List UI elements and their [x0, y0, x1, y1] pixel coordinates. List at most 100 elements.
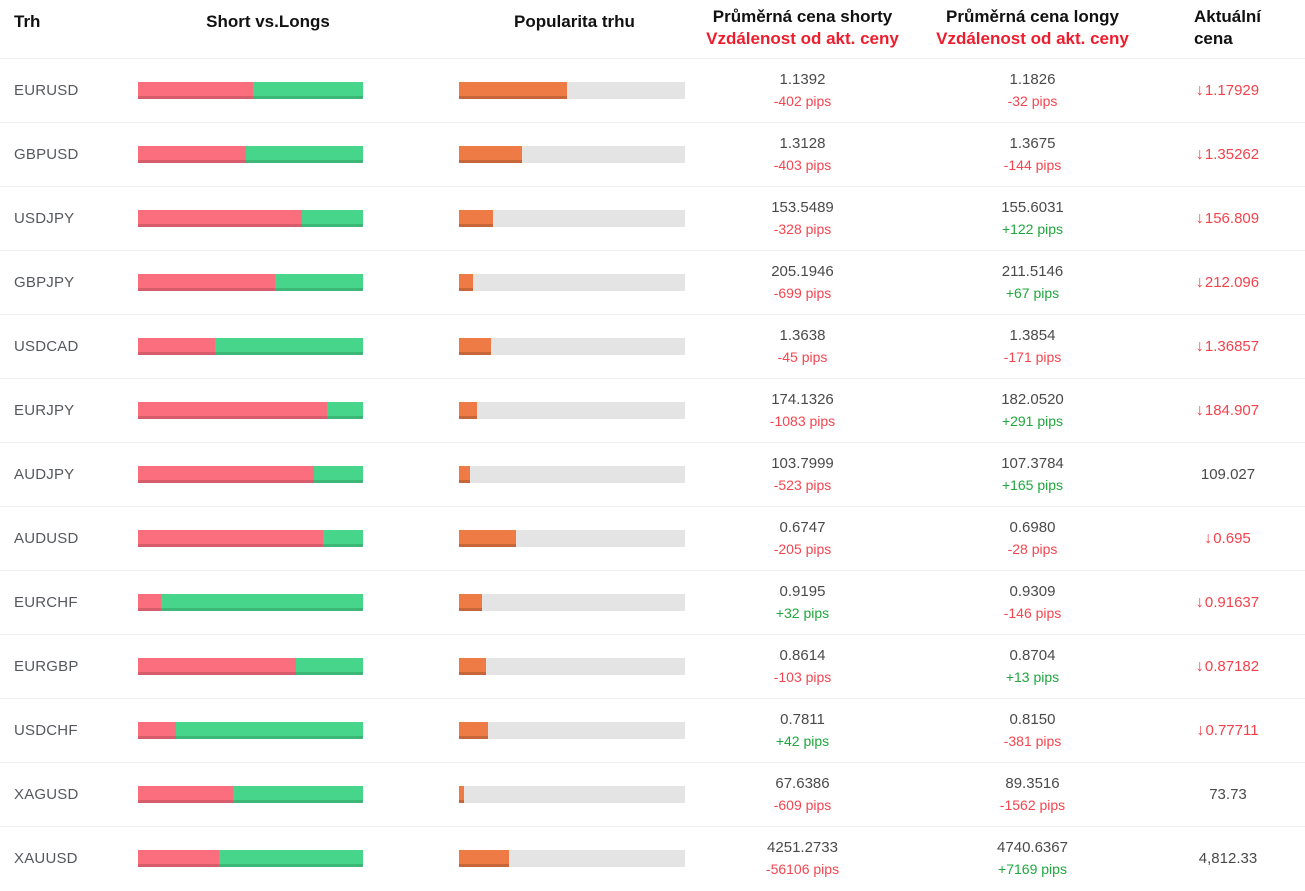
avg-short-price: 0.7811: [780, 711, 825, 728]
current-price-value: 1.35262: [1204, 145, 1260, 163]
long-distance-pips: -32 pips: [1007, 93, 1058, 109]
current-price-value: 0.91637: [1204, 593, 1260, 611]
short-vs-long-bar: [138, 402, 363, 419]
current-price-value: 212.096: [1204, 273, 1260, 291]
popularity-bar: [459, 466, 685, 483]
table-row[interactable]: USDCAD 1.3638 -45 pips 1.3854 -171 pips …: [0, 314, 1305, 378]
short-distance-pips: -103 pips: [773, 669, 832, 685]
table-row[interactable]: EURGBP 0.8614 -103 pips 0.8704 +13 pips …: [0, 634, 1305, 698]
market-symbol: EURGBP: [14, 657, 79, 675]
current-price-value: 184.907: [1204, 401, 1260, 419]
current-price-value: 156.809: [1204, 209, 1260, 227]
down-arrow-icon: ↓: [1195, 273, 1204, 291]
current-price-value: 1.17929: [1204, 81, 1260, 99]
down-arrow-icon: ↓: [1195, 209, 1204, 227]
current-price-value: 4,812.33: [1198, 849, 1258, 867]
current-price: 4,812.33: [1198, 850, 1257, 867]
short-distance-pips: -45 pips: [777, 349, 828, 365]
header-avg-short-subtitle: Vzdálenost od akt. ceny: [706, 29, 899, 48]
short-bar-segment: [138, 722, 177, 739]
long-distance-pips: -146 pips: [1003, 605, 1062, 621]
short-bar-segment: [138, 530, 323, 547]
popularity-bar: [459, 594, 685, 611]
short-distance-pips: -609 pips: [773, 797, 832, 813]
short-bar-segment: [138, 786, 233, 803]
market-symbol: EURCHF: [14, 593, 78, 611]
short-distance-pips: -56106 pips: [765, 861, 840, 877]
short-distance-pips: -205 pips: [773, 541, 832, 557]
short-distance-pips: -699 pips: [773, 285, 832, 301]
market-symbol: AUDJPY: [14, 465, 75, 483]
table-row[interactable]: GBPJPY 205.1946 -699 pips 211.5146 +67 p…: [0, 250, 1305, 314]
short-distance-pips: -523 pips: [773, 477, 832, 493]
table-row[interactable]: AUDUSD 0.6747 -205 pips 0.6980 -28 pips …: [0, 506, 1305, 570]
header-current-price: Aktuální cena: [1150, 0, 1305, 50]
table-row[interactable]: XAUUSD 4251.2733 -56106 pips 4740.6367 +…: [0, 826, 1305, 890]
popularity-bar: [459, 850, 685, 867]
market-symbol: XAUUSD: [14, 849, 78, 867]
long-bar-segment: [322, 530, 363, 547]
avg-long-price: 1.3854: [1009, 327, 1056, 344]
long-bar-segment: [176, 722, 363, 739]
short-bar-segment: [138, 402, 327, 419]
table-row[interactable]: AUDJPY 103.7999 -523 pips 107.3784 +165 …: [0, 442, 1305, 506]
market-symbol: GBPJPY: [14, 273, 75, 291]
popularity-bar: [459, 786, 685, 803]
long-distance-pips: -171 pips: [1003, 349, 1062, 365]
popularity-bar: [459, 402, 685, 419]
current-price-value: 73.73: [1209, 785, 1247, 803]
current-price: ↓0.695: [1204, 530, 1251, 547]
market-symbol: EURJPY: [14, 401, 75, 419]
long-bar-segment: [214, 338, 363, 355]
short-vs-long-bar: [138, 530, 363, 547]
table-row[interactable]: EURJPY 174.1326 -1083 pips 182.0520 +291…: [0, 378, 1305, 442]
short-distance-pips: -403 pips: [773, 157, 832, 173]
avg-short-price: 153.5489: [771, 199, 834, 216]
header-popularity: Popularita trhu: [514, 12, 635, 31]
long-distance-pips: +67 pips: [1005, 285, 1060, 301]
short-bar-segment: [138, 274, 276, 291]
popularity-bar: [459, 658, 685, 675]
current-price: 73.73: [1208, 786, 1247, 803]
market-symbol: XAGUSD: [14, 785, 79, 803]
short-bar-segment: [138, 850, 219, 867]
long-bar-segment: [246, 146, 363, 163]
short-bar-segment: [138, 82, 253, 99]
table-row[interactable]: EURCHF 0.9195 +32 pips 0.9309 -146 pips …: [0, 570, 1305, 634]
avg-long-price: 89.3516: [1005, 775, 1060, 792]
header-avg-long-title: Průměrná cena longy: [946, 7, 1119, 26]
short-distance-pips: +42 pips: [775, 733, 830, 749]
popularity-bar: [459, 82, 685, 99]
header-current-line2: cena: [1193, 29, 1233, 48]
long-distance-pips: -381 pips: [1003, 733, 1062, 749]
header-avg-short-title: Průměrná cena shorty: [712, 7, 893, 26]
long-distance-pips: +165 pips: [1001, 477, 1064, 493]
table-row[interactable]: XAGUSD 67.6386 -609 pips 89.3516 -1562 p…: [0, 762, 1305, 826]
down-arrow-icon: ↓: [1204, 529, 1213, 547]
current-price: 109.027: [1200, 466, 1255, 483]
down-arrow-icon: ↓: [1195, 401, 1204, 419]
short-distance-pips: -328 pips: [773, 221, 832, 237]
long-distance-pips: -1562 pips: [999, 797, 1066, 813]
header-short-vs-longs: Short vs.Longs: [138, 0, 459, 33]
table-row[interactable]: GBPUSD 1.3128 -403 pips 1.3675 -144 pips…: [0, 122, 1305, 186]
header-short-vs-longs-label: Short vs.Longs: [206, 12, 330, 31]
short-vs-long-bar: [138, 338, 363, 355]
table-row[interactable]: EURUSD 1.1392 -402 pips 1.1826 -32 pips …: [0, 58, 1305, 122]
short-bar-segment: [138, 338, 215, 355]
long-bar-segment: [313, 466, 363, 483]
popularity-bar-fill: [459, 786, 464, 803]
current-price-value: 1.36857: [1204, 337, 1260, 355]
down-arrow-icon: ↓: [1195, 145, 1204, 163]
table-row[interactable]: USDCHF 0.7811 +42 pips 0.8150 -381 pips …: [0, 698, 1305, 762]
popularity-bar-fill: [459, 338, 491, 355]
current-price-value: 109.027: [1200, 465, 1256, 483]
popularity-bar: [459, 274, 685, 291]
table-row[interactable]: USDJPY 153.5489 -328 pips 155.6031 +122 …: [0, 186, 1305, 250]
short-vs-long-bar: [138, 658, 363, 675]
long-distance-pips: +7169 pips: [998, 861, 1067, 877]
down-arrow-icon: ↓: [1196, 721, 1205, 739]
short-vs-long-bar: [138, 274, 363, 291]
long-bar-segment: [327, 402, 363, 419]
market-symbol: USDCHF: [14, 721, 78, 739]
